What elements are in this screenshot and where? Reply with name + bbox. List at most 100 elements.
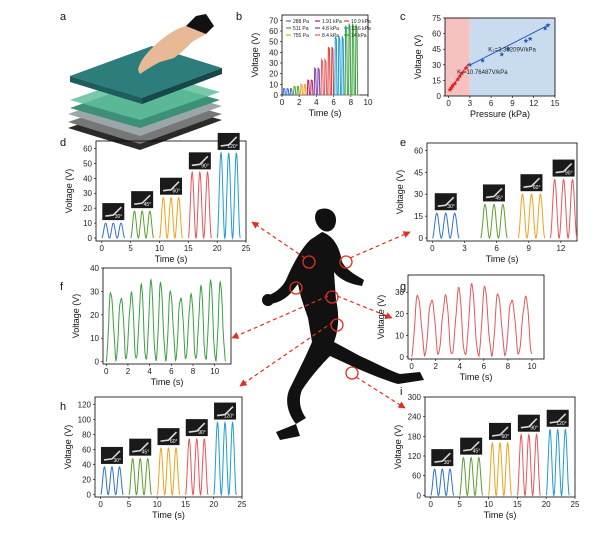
bend-angle-label: 30° <box>444 460 452 466</box>
y-axis-label: Voltage (V) <box>71 294 81 339</box>
pulse-b-4-0 <box>313 66 317 96</box>
x-tick-label: 6 <box>169 367 174 376</box>
series-line-d-1 <box>130 210 155 239</box>
scatter-point-0-6 <box>459 70 465 76</box>
x-tick-label: 3 <box>468 99 473 108</box>
y-axis-label: Voltage (V) <box>376 295 386 340</box>
finger-bend-icon <box>191 155 209 167</box>
y-tick-label: 0 <box>400 353 405 362</box>
plot-frame-i <box>424 396 576 498</box>
y-tick-label: 80 <box>82 431 91 440</box>
bend-angle-label: 60° <box>533 185 541 191</box>
plot-frame-d <box>95 140 247 242</box>
series-line-i-3 <box>516 433 541 497</box>
y-axis-label: Voltage (V) <box>395 170 405 215</box>
x-axis-label: Time (s) <box>152 510 185 520</box>
legend-entry: 13.6 kPa <box>351 26 371 32</box>
scatter-point-1-2 <box>499 51 505 57</box>
bend-inset-i-2: 60° <box>489 422 511 440</box>
legend-entry: 14 kPa <box>351 33 367 39</box>
series-line-h-4 <box>213 420 237 497</box>
y-tick-label: 60 <box>82 446 91 455</box>
y-tick-label: 30 <box>432 61 441 70</box>
x-axis-label: Time (s) <box>155 254 188 264</box>
finger-bend-icon <box>523 177 541 188</box>
pulse-b-2-1 <box>303 83 307 96</box>
pulse-b-8-2 <box>351 23 355 96</box>
panel-label-h: h <box>60 401 66 413</box>
bend-angle-label: 120° <box>227 144 237 150</box>
y-tick-label: 0 <box>437 92 442 101</box>
plot-frame-c <box>444 17 556 97</box>
finger-bend-icon <box>437 196 455 208</box>
scatter-point-1-3 <box>505 46 511 52</box>
high-pressure-region <box>469 18 555 96</box>
y-tick-label: 50 <box>269 38 278 47</box>
x-tick-label: 10 <box>484 500 493 509</box>
arrow-to-d <box>251 221 306 259</box>
pulse-b-5-1 <box>324 57 328 96</box>
pulse-b-6-0 <box>327 46 331 96</box>
series-line-g-0 <box>411 282 533 358</box>
pulse-b-0-1 <box>286 87 290 96</box>
x-axis-label: Time (s) <box>484 510 517 520</box>
x-tick-label: 6 <box>482 362 487 371</box>
x-tick-label: 20 <box>209 500 218 509</box>
bend-inset-i-3: 90° <box>517 414 540 432</box>
y-tick-label: 0 <box>417 491 422 500</box>
finger-bend-icon <box>491 426 509 437</box>
x-tick-label: 0 <box>409 362 414 371</box>
bend-angle-label: 45° <box>142 450 150 456</box>
runner-silhouette-icon <box>262 208 424 440</box>
series-line-e-1 <box>480 203 508 239</box>
x-tick-label: 0 <box>446 99 451 108</box>
y-tick-label: 100 <box>78 416 92 425</box>
scatter-point-0-5 <box>457 73 463 79</box>
legend-entry: 511 Pa <box>293 26 309 32</box>
bend-inset-d-3: 90° <box>188 152 211 170</box>
y-tick-label: 0 <box>88 234 93 243</box>
x-tick-label: 20 <box>542 500 551 509</box>
panel-label-i: i <box>400 386 402 398</box>
finger-bend-icon <box>188 422 206 433</box>
x-tick-label: 0 <box>429 500 434 509</box>
x-tick-label: 9 <box>527 244 532 253</box>
bend-inset-e-1: 45° <box>482 184 505 202</box>
scatter-point-0-7 <box>463 65 469 70</box>
sensor-marker-hip <box>330 318 344 332</box>
y-tick-label: 45 <box>432 45 441 54</box>
x-tick-label: 3 <box>462 244 467 253</box>
finger-bend-icon <box>555 163 573 174</box>
legend-entry: 8.4 kPa <box>322 33 339 39</box>
y-tick-label: 10 <box>395 331 404 340</box>
bend-inset-h-0: 30° <box>100 446 123 464</box>
finger-bend-icon <box>463 441 480 452</box>
y-tick-label: 30 <box>414 190 423 199</box>
bend-angle-label: 90° <box>565 171 573 177</box>
series-line-h-1 <box>128 457 152 496</box>
bend-angle-label: 60° <box>172 189 180 195</box>
y-tick-label: 0 <box>95 358 100 367</box>
finger-bend-icon <box>220 136 238 147</box>
x-tick-label: 15 <box>184 244 193 253</box>
finger-bend-icon <box>103 450 121 461</box>
series-line-i-1 <box>459 456 484 497</box>
connector-arrows <box>231 221 411 409</box>
series-line-h-3 <box>185 437 209 497</box>
x-tick-label: 15 <box>551 99 560 108</box>
panel-label-f: f <box>60 281 64 293</box>
y-axis-label: Voltage (V) <box>64 169 74 214</box>
y-tick-label: 30 <box>269 59 278 68</box>
bend-inset-d-0: 30° <box>102 203 125 221</box>
x-axis-label: Time (s) <box>486 254 519 264</box>
x-tick-label: 5 <box>128 244 133 253</box>
low-pressure-region <box>445 18 470 96</box>
bend-inset-e-0: 30° <box>434 193 457 211</box>
bend-inset-d-1: 45° <box>131 191 154 209</box>
y-axis-label: Voltage (V) <box>63 425 73 470</box>
series-line-e-0 <box>432 212 460 239</box>
bend-angle-label: 90° <box>201 163 209 169</box>
y-tick-label: 20 <box>82 476 91 485</box>
